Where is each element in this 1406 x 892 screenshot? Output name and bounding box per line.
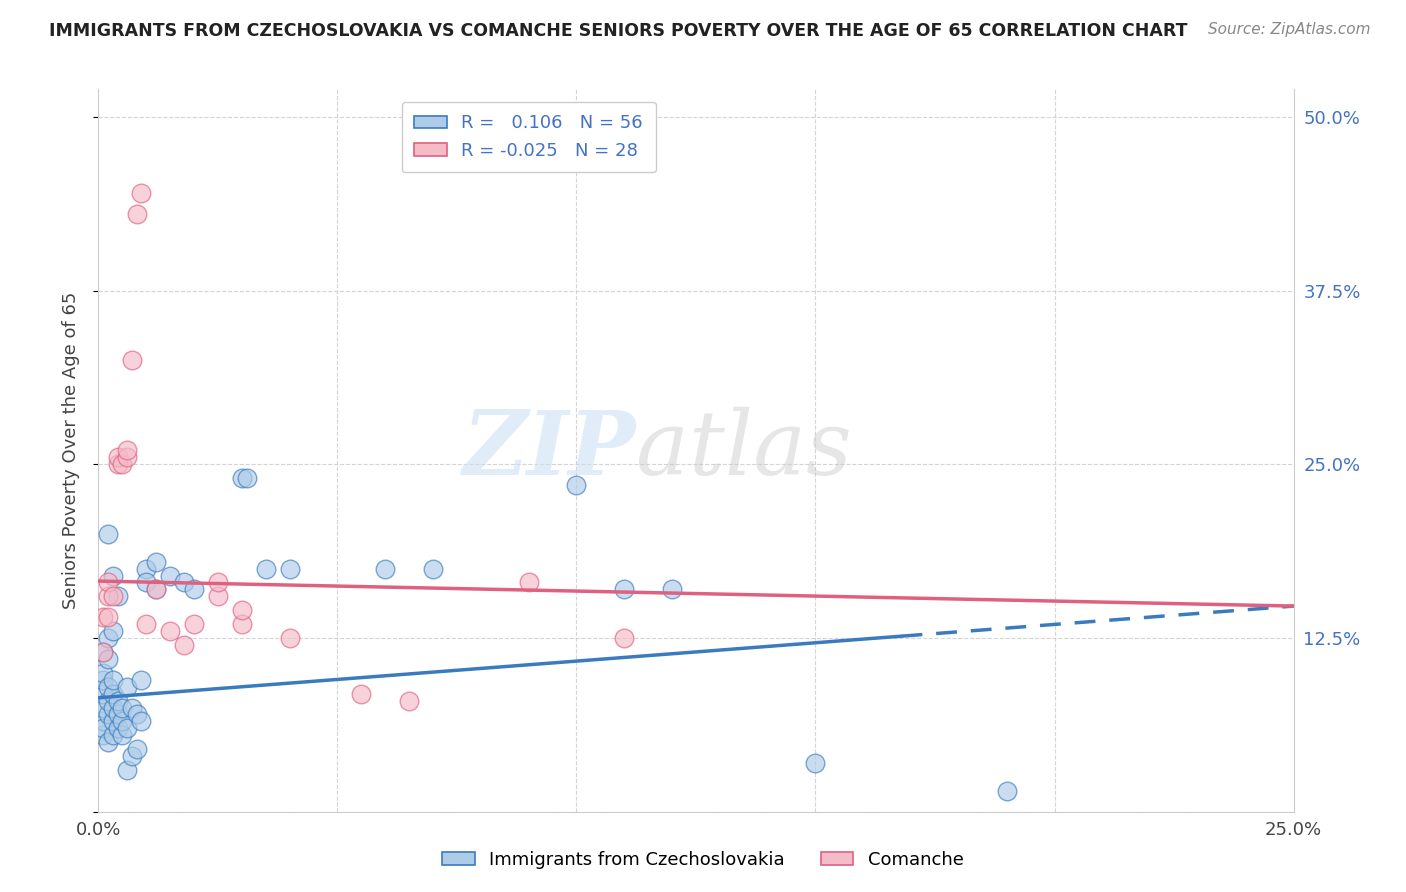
Point (101, 673, 124, 687)
Point (91, 665, 114, 680)
Point (101, 700, 124, 714)
Point (91, 722, 114, 736)
Point (97, 693, 120, 707)
Point (97, 652, 120, 666)
Point (115, 722, 138, 736)
Point (661, 582, 683, 597)
Point (107, 458, 129, 472)
Legend: Immigrants from Czechoslovakia, Comanche: Immigrants from Czechoslovakia, Comanche (434, 844, 972, 876)
Point (278, 631, 301, 645)
Point (565, 478, 588, 492)
Point (231, 603, 253, 617)
Point (97, 735, 120, 749)
Point (97, 526, 120, 541)
Point (183, 617, 205, 632)
Point (101, 568, 124, 582)
Text: atlas: atlas (637, 407, 852, 494)
Point (101, 624, 124, 639)
Point (131, 186, 153, 201)
Point (125, 207, 148, 221)
Point (613, 631, 636, 645)
Point (115, 763, 138, 777)
Point (97, 707, 120, 722)
Point (91, 673, 114, 687)
Point (254, 561, 277, 575)
Point (91, 687, 114, 701)
Point (231, 471, 253, 485)
Point (111, 700, 134, 714)
Point (101, 590, 124, 604)
Point (91, 700, 114, 714)
Text: IMMIGRANTS FROM CZECHOSLOVAKIA VS COMANCHE SENIORS POVERTY OVER THE AGE OF 65 CO: IMMIGRANTS FROM CZECHOSLOVAKIA VS COMANC… (49, 22, 1188, 40)
Point (125, 742, 148, 756)
Point (135, 575, 157, 590)
Point (135, 617, 157, 632)
Point (121, 700, 143, 714)
Point (97, 610, 120, 624)
Point (131, 673, 153, 687)
Point (374, 561, 396, 575)
Point (115, 443, 138, 458)
Point (115, 450, 138, 465)
Point (235, 471, 257, 485)
Point (278, 561, 301, 575)
Point (135, 561, 157, 575)
Point (398, 693, 420, 707)
Point (207, 575, 229, 590)
Point (145, 582, 167, 597)
Point (159, 568, 181, 582)
Point (91, 645, 114, 659)
Point (173, 575, 195, 590)
Point (111, 728, 134, 742)
Point (91, 728, 114, 742)
Text: ZIP: ZIP (463, 408, 637, 493)
Point (121, 353, 143, 368)
Point (207, 590, 229, 604)
Point (350, 687, 373, 701)
Point (97, 680, 120, 694)
Point (107, 722, 129, 736)
Point (111, 714, 134, 729)
Y-axis label: Seniors Poverty Over the Age of 65: Seniors Poverty Over the Age of 65 (62, 292, 80, 609)
Point (995, 784, 1018, 798)
Point (804, 756, 827, 770)
Point (107, 693, 129, 707)
Point (101, 687, 124, 701)
Point (613, 582, 636, 597)
Point (159, 624, 181, 639)
Point (517, 575, 540, 590)
Point (97, 590, 120, 604)
Point (422, 561, 444, 575)
Point (107, 707, 129, 722)
Point (231, 617, 253, 632)
Point (101, 728, 124, 742)
Point (115, 680, 138, 694)
Point (131, 714, 153, 729)
Point (111, 458, 134, 472)
Point (91, 645, 114, 659)
Point (91, 610, 114, 624)
Point (101, 714, 124, 729)
Point (145, 582, 167, 597)
Point (97, 631, 120, 645)
Point (145, 555, 167, 569)
Point (107, 590, 129, 604)
Point (125, 707, 148, 722)
Point (91, 714, 114, 729)
Legend: R =   0.106   N = 56, R = -0.025   N = 28: R = 0.106 N = 56, R = -0.025 N = 28 (402, 102, 655, 172)
Text: Source: ZipAtlas.com: Source: ZipAtlas.com (1208, 22, 1371, 37)
Point (121, 749, 143, 764)
Point (97, 575, 120, 590)
Point (173, 638, 195, 652)
Point (107, 450, 129, 465)
Point (183, 582, 205, 597)
